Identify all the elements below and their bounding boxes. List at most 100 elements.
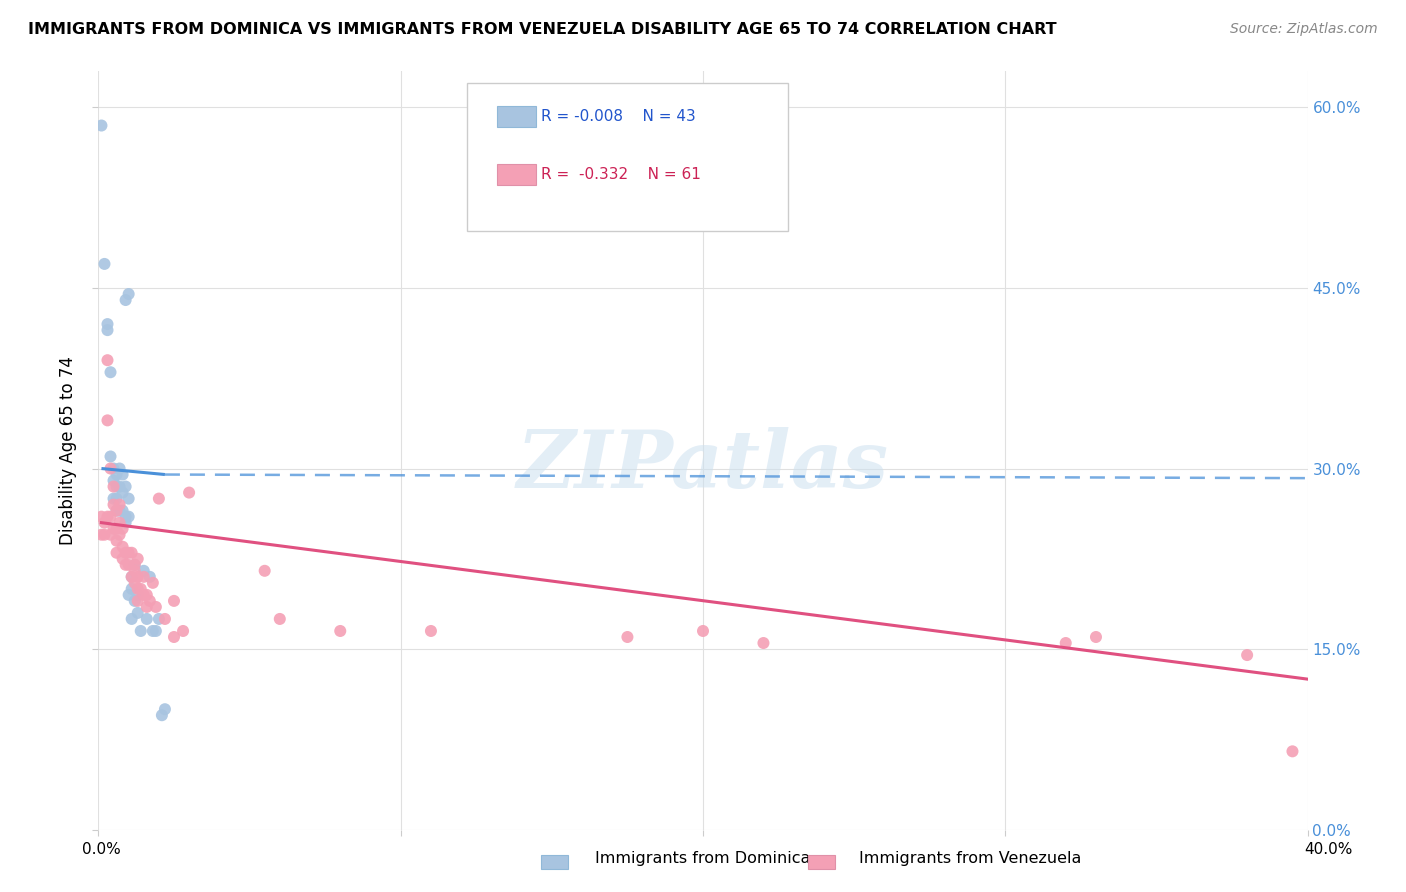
- Point: [135, 612, 157, 626]
- Point: [1281, 744, 1303, 758]
- Y-axis label: Disability Age 65 to 74: Disability Age 65 to 74: [59, 356, 77, 545]
- Text: 40.0%: 40.0%: [1305, 842, 1353, 856]
- Point: [121, 570, 143, 584]
- Point: [1054, 636, 1077, 650]
- Point: [163, 594, 186, 608]
- Point: [93, 257, 115, 271]
- Point: [108, 503, 131, 517]
- Point: [121, 570, 143, 584]
- Point: [103, 498, 125, 512]
- Point: [127, 570, 149, 584]
- Point: [142, 624, 165, 638]
- Point: [111, 503, 134, 517]
- Point: [103, 491, 125, 506]
- FancyBboxPatch shape: [467, 83, 787, 230]
- Point: [253, 564, 276, 578]
- Bar: [498, 164, 537, 186]
- Point: [100, 509, 122, 524]
- Point: [114, 546, 136, 560]
- Point: [105, 503, 128, 517]
- Point: [132, 564, 155, 578]
- Text: 0.0%: 0.0%: [82, 842, 121, 856]
- Point: [129, 582, 152, 596]
- Point: [96, 323, 118, 337]
- Point: [96, 413, 118, 427]
- Point: [103, 474, 125, 488]
- Point: [129, 624, 152, 638]
- Point: [139, 594, 162, 608]
- Point: [1236, 648, 1258, 662]
- Point: [127, 551, 149, 566]
- Point: [105, 491, 128, 506]
- Point: [111, 522, 134, 536]
- Point: [90, 509, 112, 524]
- Point: [111, 551, 134, 566]
- Point: [150, 708, 173, 723]
- Point: [121, 612, 143, 626]
- Text: R =  -0.332    N = 61: R = -0.332 N = 61: [541, 167, 702, 182]
- Point: [100, 365, 122, 379]
- Point: [114, 479, 136, 493]
- Bar: [498, 106, 537, 127]
- Point: [132, 588, 155, 602]
- Point: [692, 624, 714, 638]
- Point: [132, 570, 155, 584]
- Point: [142, 575, 165, 590]
- Text: Immigrants from Dominica: Immigrants from Dominica: [595, 851, 811, 865]
- Point: [90, 527, 112, 541]
- Point: [93, 516, 115, 530]
- Point: [90, 119, 112, 133]
- Point: [118, 558, 141, 572]
- Point: [269, 612, 291, 626]
- Point: [103, 479, 125, 493]
- Point: [118, 546, 141, 560]
- Point: [127, 588, 149, 602]
- Point: [139, 570, 162, 584]
- Text: R = -0.008    N = 43: R = -0.008 N = 43: [541, 109, 696, 124]
- Point: [124, 594, 146, 608]
- Point: [105, 522, 128, 536]
- Point: [111, 485, 134, 500]
- Point: [329, 624, 352, 638]
- Point: [121, 582, 143, 596]
- Point: [124, 558, 146, 572]
- Point: [420, 624, 443, 638]
- Point: [105, 503, 128, 517]
- Point: [163, 630, 186, 644]
- Text: Immigrants from Venezuela: Immigrants from Venezuela: [859, 851, 1081, 865]
- Point: [93, 527, 115, 541]
- Point: [114, 558, 136, 572]
- Point: [118, 287, 141, 301]
- Point: [145, 599, 167, 614]
- Point: [105, 546, 128, 560]
- Point: [127, 606, 149, 620]
- Point: [108, 516, 131, 530]
- Point: [100, 461, 122, 475]
- Point: [96, 317, 118, 331]
- Point: [153, 702, 176, 716]
- Text: IMMIGRANTS FROM DOMINICA VS IMMIGRANTS FROM VENEZUELA DISABILITY AGE 65 TO 74 CO: IMMIGRANTS FROM DOMINICA VS IMMIGRANTS F…: [28, 22, 1057, 37]
- Point: [105, 467, 128, 482]
- Point: [108, 461, 131, 475]
- Point: [105, 533, 128, 548]
- Point: [105, 479, 128, 493]
- Point: [172, 624, 194, 638]
- Point: [114, 293, 136, 307]
- Point: [108, 498, 131, 512]
- Point: [616, 630, 638, 644]
- Point: [111, 540, 134, 554]
- Point: [100, 450, 122, 464]
- Point: [118, 588, 141, 602]
- Point: [124, 558, 146, 572]
- Point: [118, 509, 141, 524]
- Point: [96, 509, 118, 524]
- Point: [100, 527, 122, 541]
- Point: [148, 491, 170, 506]
- Point: [1085, 630, 1108, 644]
- Point: [135, 599, 157, 614]
- Point: [121, 546, 143, 560]
- Text: Source: ZipAtlas.com: Source: ZipAtlas.com: [1230, 22, 1378, 37]
- Text: ZIPatlas: ZIPatlas: [517, 427, 889, 504]
- Point: [108, 527, 131, 541]
- Point: [114, 509, 136, 524]
